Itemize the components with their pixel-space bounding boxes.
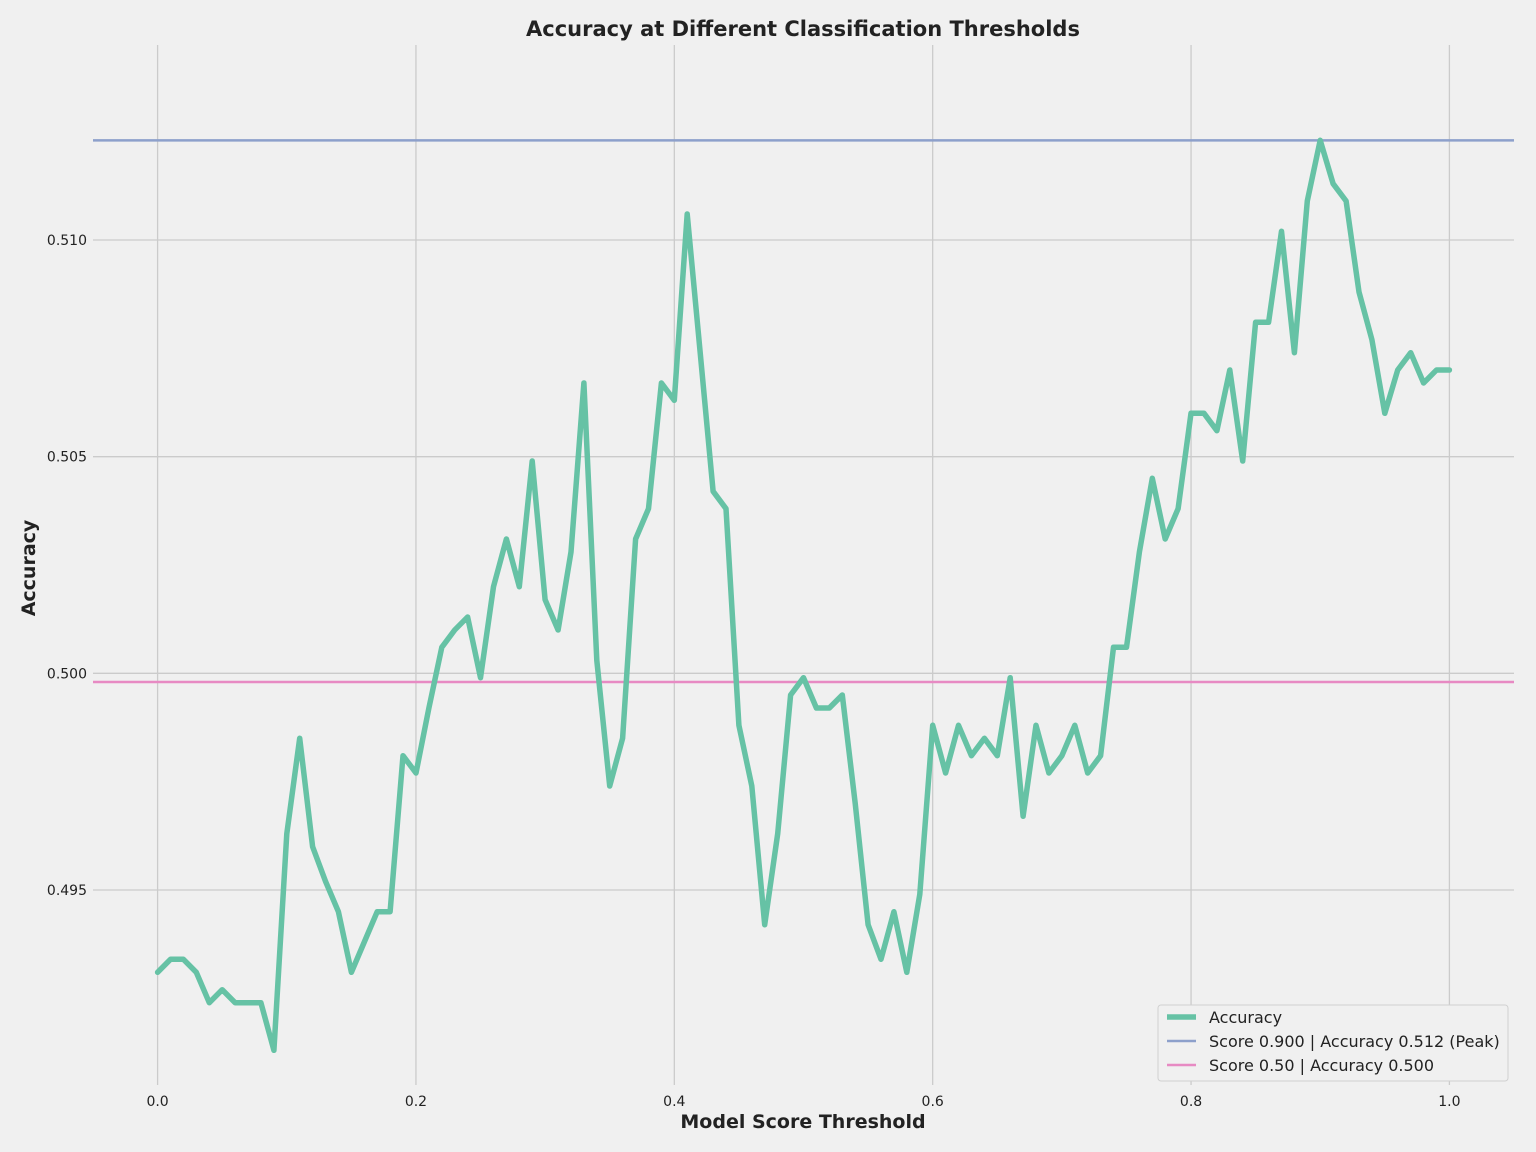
series-lines (154, 137, 1453, 1054)
y-tick-labels: 0.495 0.500 0.505 0.510 (47, 233, 87, 899)
legend-label-2: Score 0.50 | Accuracy 0.500 (1209, 1056, 1434, 1075)
x-tick-label: 1.0 (1438, 1094, 1460, 1110)
y-tick-label: 0.495 (47, 883, 87, 899)
legend-label-0: Accuracy (1209, 1008, 1282, 1027)
y-tick-label: 0.500 (47, 666, 87, 682)
x-tick-label: 0.2 (405, 1094, 427, 1110)
legend: Accuracy Score 0.900 | Accuracy 0.512 (Pe… (1157, 1004, 1509, 1082)
chart-title: Accuracy at Different Classification Thr… (526, 17, 1080, 41)
legend-label-1: Score 0.900 | Accuracy 0.512 (Peak) (1209, 1032, 1500, 1051)
x-tick-label: 0.0 (146, 1094, 168, 1110)
legend-box (1157, 1004, 1509, 1082)
x-axis-label: Model Score Threshold (680, 1111, 925, 1133)
x-tick-label: 0.6 (922, 1094, 944, 1110)
x-tick-label: 0.8 (1180, 1094, 1202, 1110)
y-axis-label: Accuracy (18, 519, 40, 616)
y-tick-label: 0.510 (47, 233, 87, 249)
x-tick-labels: 0.0 0.2 0.4 0.6 0.8 1.0 (146, 1094, 1460, 1110)
accuracy-line (154, 137, 1453, 1054)
y-tick-label: 0.505 (47, 450, 87, 466)
x-tick-label: 0.4 (663, 1094, 685, 1110)
